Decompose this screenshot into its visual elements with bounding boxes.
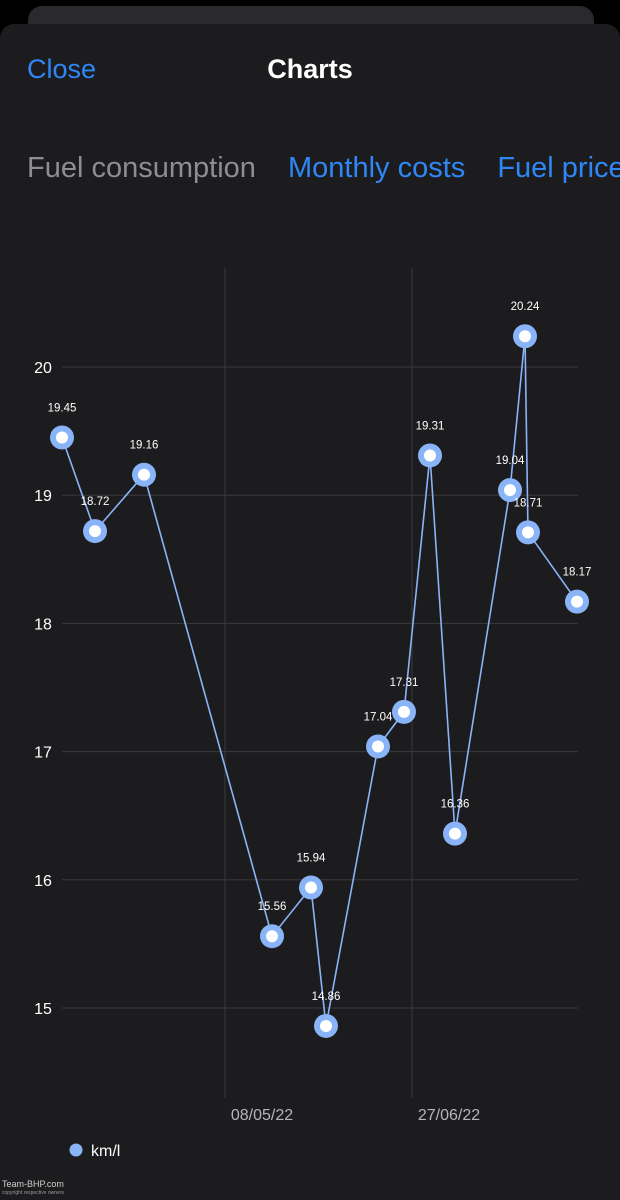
y-tick-label: 18 [34, 616, 52, 633]
y-tick-label: 19 [34, 488, 52, 505]
charts-sheet: Close Charts Fuel consumption Monthly co… [0, 24, 620, 1200]
data-point-inner [138, 468, 150, 481]
data-point-inner [424, 449, 436, 462]
data-point-inner [571, 595, 583, 608]
data-label: 19.04 [496, 455, 525, 467]
data-label: 17.31 [390, 677, 419, 689]
watermark: Team-BHP.com copyright respective owners [2, 1180, 64, 1198]
data-point-inner [519, 330, 531, 343]
tab-monthly-costs[interactable]: Monthly costs [287, 152, 466, 184]
data-point-inner [320, 1019, 332, 1032]
data-label: 17.04 [364, 711, 393, 723]
close-button[interactable]: Close [27, 54, 97, 84]
chart-tabs: Fuel consumption Monthly costs Fuel pric… [27, 152, 620, 185]
data-label: 14.86 [312, 991, 341, 1003]
data-point-inner [372, 740, 384, 753]
page-title: Charts [267, 54, 353, 84]
data-point-inner [89, 525, 101, 538]
data-label: 18.17 [563, 567, 592, 579]
x-tick-label: 08/05/22 [231, 1107, 293, 1124]
data-label: 19.16 [130, 440, 159, 452]
data-label: 15.56 [258, 901, 287, 913]
watermark-brand: Team-BHP.com [2, 1179, 64, 1189]
legend-label: km/l [91, 1143, 120, 1160]
data-label: 16.36 [441, 799, 470, 811]
y-tick-label: 20 [34, 360, 52, 377]
tab-fuel-consumption[interactable]: Fuel consumption [27, 152, 256, 184]
data-label: 18.71 [514, 497, 543, 509]
data-label: 18.72 [81, 496, 110, 508]
tab-fuel-price[interactable]: Fuel price [497, 152, 620, 184]
data-point-inner [305, 881, 317, 894]
y-tick-label: 15 [34, 1001, 52, 1018]
data-label: 15.94 [297, 852, 326, 864]
data-point-inner [449, 827, 461, 840]
x-tick-label: 27/06/22 [418, 1107, 480, 1124]
y-tick-label: 17 [34, 745, 52, 762]
series-line-km-l [61, 336, 578, 1027]
data-point-inner [266, 930, 278, 943]
data-label: 19.45 [48, 403, 77, 415]
y-tick-label: 16 [34, 873, 52, 890]
legend-marker [69, 1143, 83, 1157]
data-point-inner [504, 484, 516, 497]
watermark-note: copyright respective owners [2, 1190, 64, 1196]
data-point-inner [398, 705, 410, 718]
data-label: 20.24 [511, 301, 540, 313]
data-point-inner [522, 526, 534, 539]
data-point-inner [56, 431, 68, 444]
data-label: 19.31 [416, 420, 445, 432]
